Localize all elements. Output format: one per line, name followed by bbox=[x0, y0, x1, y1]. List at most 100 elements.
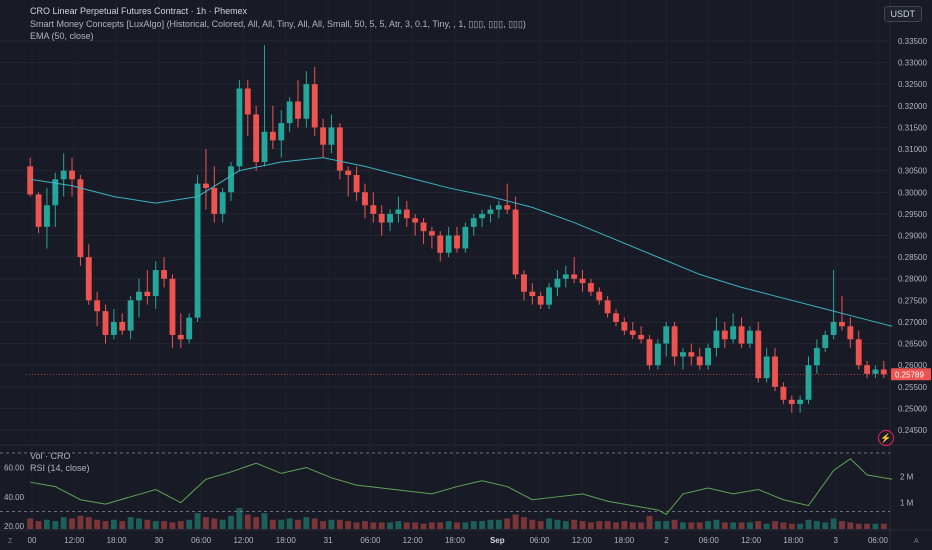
volume-bar bbox=[495, 519, 502, 529]
candle-body bbox=[495, 205, 502, 210]
volume-bar bbox=[579, 521, 586, 529]
price-tick-label: 0.33500 bbox=[898, 37, 927, 46]
candle-body bbox=[596, 291, 603, 301]
candle-body bbox=[228, 166, 234, 193]
volume-bar bbox=[738, 522, 745, 529]
time-tick-label: Sep bbox=[490, 536, 505, 545]
candle-body bbox=[671, 326, 678, 357]
candle-body bbox=[546, 287, 552, 305]
volume-bar bbox=[805, 519, 812, 529]
time-tick-label: 06:00 bbox=[699, 536, 720, 545]
volume-tick-label: 2 M bbox=[900, 472, 914, 481]
volume-bar bbox=[387, 522, 393, 529]
price-tick-label: 0.27000 bbox=[898, 318, 927, 327]
candle-body bbox=[136, 291, 142, 301]
candle-body bbox=[144, 291, 151, 297]
candle-body bbox=[772, 356, 778, 387]
candle-body bbox=[855, 339, 862, 366]
volume-bar bbox=[52, 521, 59, 529]
time-tick-label: 18:00 bbox=[107, 536, 128, 545]
volume-bar bbox=[864, 523, 871, 529]
volume-bar bbox=[428, 522, 435, 529]
volume-bar bbox=[136, 518, 142, 529]
volume-bar bbox=[395, 521, 402, 529]
candle-body bbox=[629, 330, 636, 335]
candle-body bbox=[320, 127, 327, 145]
volume-bar bbox=[110, 519, 117, 529]
volume-bar bbox=[872, 523, 879, 529]
volume-bar bbox=[445, 521, 452, 529]
candle-body bbox=[102, 311, 109, 335]
candle-body bbox=[880, 369, 887, 375]
volume-bar bbox=[43, 519, 50, 529]
candle-body bbox=[420, 222, 427, 232]
volume-bar bbox=[211, 518, 218, 529]
volume-bar bbox=[353, 522, 360, 529]
volume-bar bbox=[102, 521, 109, 529]
candle-body bbox=[395, 209, 402, 214]
price-tick-label: 0.26500 bbox=[898, 340, 927, 349]
volume-bar bbox=[269, 519, 276, 529]
candle-body bbox=[504, 205, 511, 210]
flash-icon[interactable]: ⚡ bbox=[878, 430, 894, 446]
candle-body bbox=[60, 170, 67, 180]
volume-bar bbox=[705, 521, 711, 529]
chart-title: CRO Linear Perpetual Futures Contract · … bbox=[30, 6, 248, 16]
volume-bar bbox=[713, 519, 720, 529]
candle-body bbox=[746, 330, 753, 344]
time-tick-label: 12:00 bbox=[64, 536, 85, 545]
time-tick-label: 12:00 bbox=[572, 536, 593, 545]
volume-bar bbox=[85, 517, 92, 529]
volume-bar bbox=[69, 518, 75, 529]
time-tick-label: 06:00 bbox=[868, 536, 889, 545]
rsi-label[interactable]: RSI (14, close) bbox=[30, 463, 90, 473]
indicator-ema-label[interactable]: EMA (50, close) bbox=[30, 31, 94, 41]
indicator-smc-label[interactable]: Smart Money Concepts [LuxAlgo] (Historic… bbox=[30, 19, 526, 29]
volume-bar bbox=[688, 522, 695, 529]
rsi-tick-label: 40.00 bbox=[4, 493, 25, 502]
candle-body bbox=[328, 127, 335, 145]
candle-body bbox=[872, 369, 879, 374]
volume-bar bbox=[638, 522, 645, 529]
time-tick-label: 12:00 bbox=[233, 536, 254, 545]
volume-bar bbox=[35, 521, 42, 529]
candle-body bbox=[236, 88, 243, 167]
volume-bar bbox=[479, 521, 486, 529]
volume-bar bbox=[362, 521, 368, 529]
volume-bar bbox=[788, 523, 795, 529]
candle-body bbox=[663, 326, 670, 344]
volume-bar bbox=[813, 521, 820, 529]
candle-body bbox=[454, 235, 460, 249]
candle-body bbox=[278, 123, 285, 141]
volume-bar bbox=[169, 522, 176, 529]
volume-bar bbox=[663, 521, 670, 529]
volume-bar bbox=[236, 507, 243, 529]
volume-bar bbox=[504, 518, 511, 529]
currency-button[interactable]: USDT bbox=[883, 6, 922, 22]
candle-body bbox=[839, 321, 845, 327]
volume-bar bbox=[203, 517, 209, 529]
volume-bar bbox=[286, 518, 293, 529]
volume-bar bbox=[261, 513, 268, 529]
time-tick-label: 12:00 bbox=[403, 536, 424, 545]
volume-bar bbox=[730, 522, 737, 529]
candle-body bbox=[788, 399, 795, 405]
volume-bar bbox=[320, 521, 327, 529]
volume-bar bbox=[244, 514, 251, 529]
candle-body bbox=[119, 321, 126, 331]
candle-body bbox=[336, 127, 343, 171]
candle-body bbox=[521, 274, 527, 292]
time-tick-label: 12:00 bbox=[741, 536, 762, 545]
volume-bar bbox=[721, 522, 728, 529]
price-tick-label: 0.32500 bbox=[898, 80, 927, 89]
volume-bar bbox=[278, 519, 285, 529]
time-tick-label: 18:00 bbox=[614, 536, 635, 545]
candle-body bbox=[813, 347, 820, 366]
volume-label[interactable]: Vol · CRO bbox=[30, 451, 71, 461]
price-tick-label: 0.31000 bbox=[898, 145, 927, 154]
candle-body bbox=[311, 84, 318, 128]
volume-bar bbox=[454, 522, 460, 529]
volume-bar bbox=[830, 518, 837, 529]
volume-bar bbox=[328, 519, 335, 529]
